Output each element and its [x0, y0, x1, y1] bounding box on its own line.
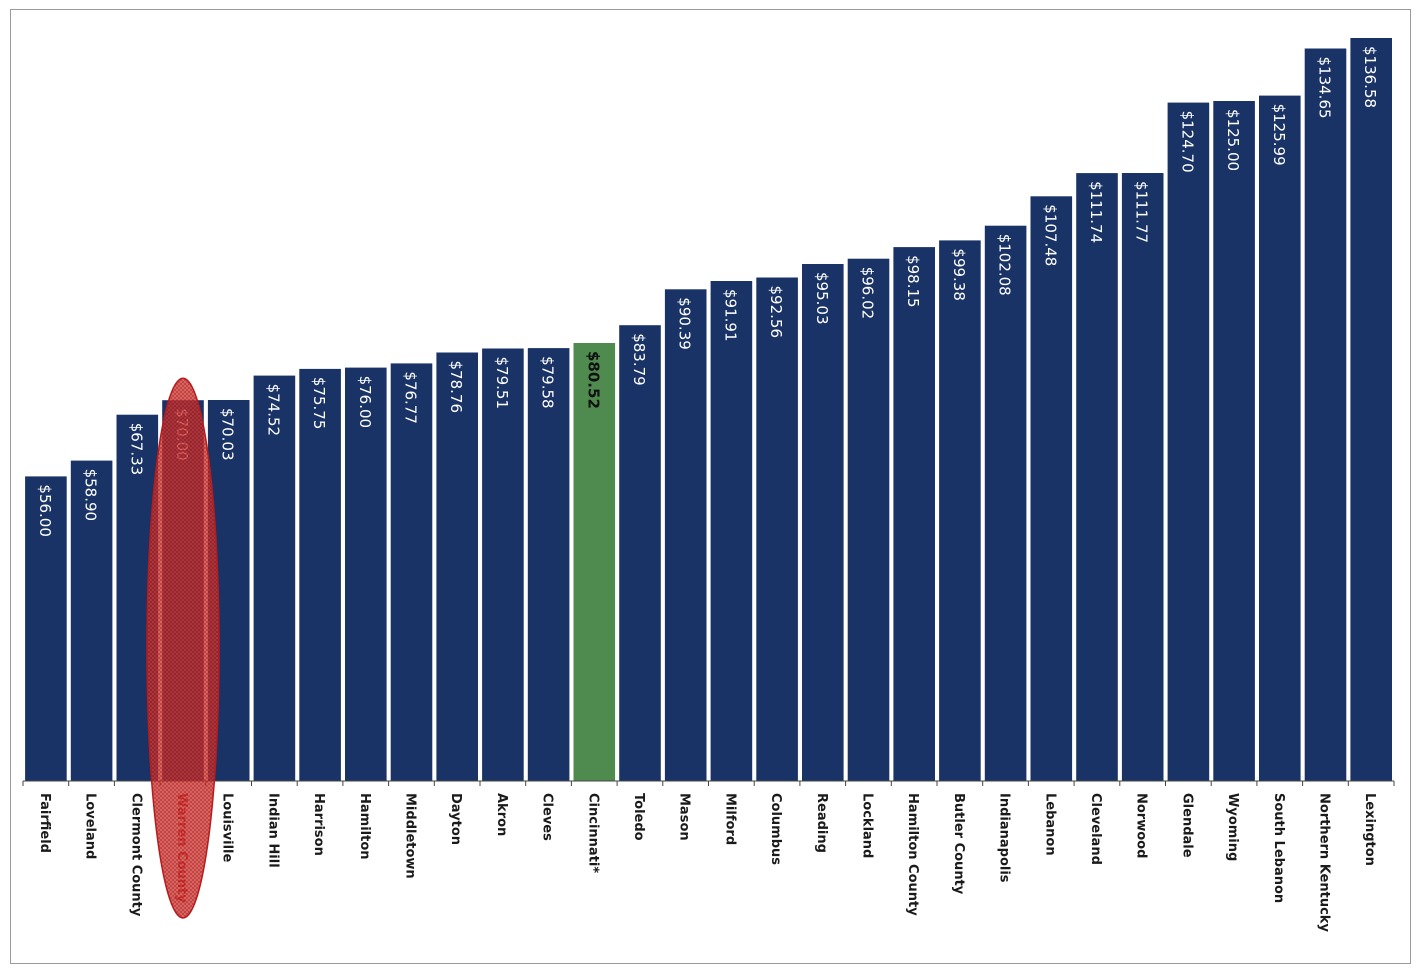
- value-label-0: $56.00: [36, 484, 54, 537]
- category-label-9: Dayton: [448, 793, 463, 845]
- value-label-25: $124.70: [1178, 111, 1196, 173]
- value-label-26: $125.00: [1224, 109, 1242, 171]
- bar-25: [1167, 102, 1210, 782]
- x-axis: [22, 780, 1395, 786]
- value-label-13: $83.79: [630, 333, 648, 386]
- category-label-21: Indianapolis: [997, 793, 1012, 883]
- value-label-12: $80.52: [584, 351, 602, 409]
- bar-5: [253, 375, 296, 781]
- value-label-18: $96.02: [859, 267, 877, 320]
- category-label-11: Cleves: [540, 793, 555, 841]
- category-label-27: South Lebanon: [1271, 793, 1286, 903]
- category-label-18: Lockland: [860, 793, 875, 858]
- bar-15: [710, 281, 753, 781]
- bar-20: [939, 240, 981, 781]
- value-label-14: $90.39: [676, 297, 694, 350]
- bar-26: [1213, 101, 1255, 781]
- value-label-20: $99.38: [950, 248, 968, 301]
- bar-24: [1121, 173, 1164, 781]
- category-label-15: Milford: [722, 793, 737, 845]
- value-labels: $56.00$58.90$67.33$70.00$70.03$74.52$75.…: [36, 46, 1379, 537]
- category-label-4: Louisville: [220, 793, 235, 863]
- value-label-29: $136.58: [1361, 46, 1379, 108]
- bar-8: [390, 363, 433, 781]
- category-label-8: Middletown: [403, 793, 418, 879]
- bar-11: [527, 348, 570, 781]
- category-label-17: Reading: [814, 793, 829, 853]
- bar-1: [70, 460, 113, 781]
- category-label-25: Glendale: [1179, 793, 1194, 858]
- chart-frame: $56.00$58.90$67.33$70.00$70.03$74.52$75.…: [10, 9, 1411, 964]
- category-label-16: Columbus: [768, 793, 783, 865]
- category-label-14: Mason: [677, 793, 692, 841]
- category-label-20: Butler County: [951, 793, 966, 895]
- value-label-23: $111.74: [1087, 181, 1105, 243]
- bar-29: [1350, 38, 1392, 781]
- bar-19: [893, 247, 935, 782]
- value-label-27: $125.99: [1270, 104, 1288, 166]
- value-label-24: $111.77: [1133, 181, 1151, 243]
- value-label-6: $75.75: [310, 377, 328, 430]
- value-label-10: $79.51: [493, 357, 511, 410]
- bar-10: [482, 348, 524, 781]
- bar-28: [1304, 48, 1347, 781]
- bar-27: [1259, 95, 1301, 782]
- value-label-22: $107.48: [1041, 204, 1059, 266]
- bar-21: [984, 225, 1027, 781]
- category-label-23: Cleveland: [1088, 793, 1103, 865]
- value-label-2: $67.33: [127, 423, 145, 476]
- bar-7: [345, 367, 387, 781]
- value-label-28: $134.65: [1316, 57, 1334, 119]
- bar-0: [25, 476, 67, 781]
- value-label-19: $98.15: [904, 255, 922, 308]
- bar-18: [847, 258, 890, 781]
- category-label-2: Clermont County: [128, 793, 143, 917]
- category-label-28: Northern Kentucky: [1317, 793, 1332, 932]
- category-label-7: Hamilton: [357, 793, 372, 860]
- value-label-1: $58.90: [82, 469, 100, 521]
- category-label-6: Harrison: [311, 793, 326, 856]
- bar-17: [802, 264, 844, 781]
- value-label-9: $78.76: [447, 361, 465, 414]
- bar-14: [664, 289, 707, 781]
- bar-12: [573, 343, 616, 781]
- category-label-10: Akron: [494, 793, 509, 836]
- category-label-0: Fairfield: [37, 793, 52, 853]
- value-label-11: $79.58: [539, 356, 557, 409]
- bar-chart: $56.00$58.90$67.33$70.00$70.03$74.52$75.…: [22, 38, 1395, 932]
- bar-13: [619, 325, 661, 781]
- bar-23: [1076, 173, 1118, 782]
- annotation-layer: [146, 377, 220, 919]
- category-label-12: Cincinnati*: [585, 793, 600, 873]
- category-label-13: Toledo: [631, 793, 646, 841]
- category-label-22: Lebanon: [1042, 793, 1057, 856]
- bar-16: [756, 277, 798, 781]
- bar-9: [436, 352, 478, 781]
- category-label-26: Wyoming: [1225, 793, 1240, 861]
- category-label-24: Norwood: [1134, 793, 1149, 858]
- value-label-15: $91.91: [721, 289, 739, 342]
- bar-22: [1030, 196, 1073, 782]
- value-label-4: $70.03: [219, 408, 237, 461]
- value-label-16: $92.56: [767, 286, 785, 339]
- category-label-19: Hamilton County: [905, 793, 920, 916]
- category-label-29: Lexington: [1362, 793, 1377, 866]
- value-label-17: $95.03: [813, 272, 831, 325]
- bar-6: [299, 368, 341, 781]
- value-label-5: $74.52: [264, 384, 282, 437]
- value-label-8: $76.77: [402, 371, 420, 424]
- category-label-1: Loveland: [83, 793, 98, 859]
- highlight-oval: [146, 377, 220, 919]
- category-label-5: Indian Hill: [265, 793, 280, 868]
- value-label-7: $76.00: [356, 376, 374, 429]
- value-label-21: $102.08: [996, 234, 1014, 296]
